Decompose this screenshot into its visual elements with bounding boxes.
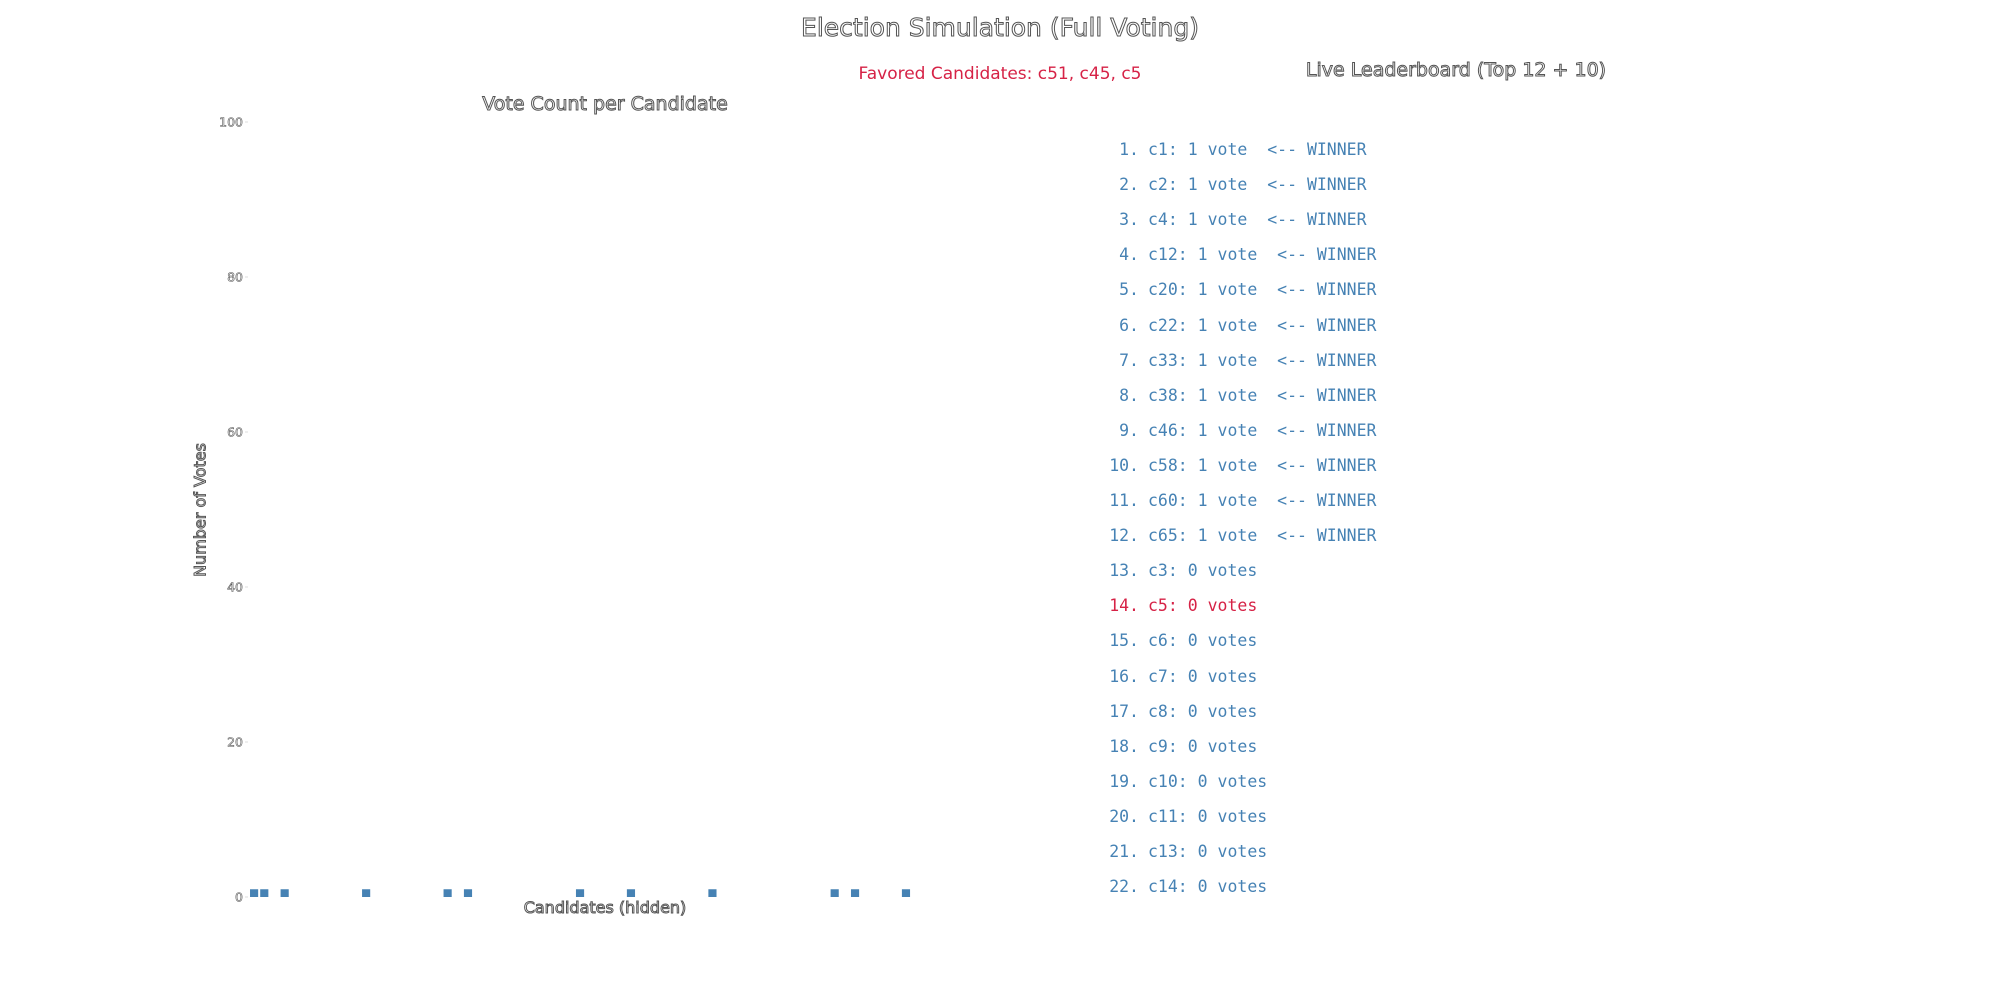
leaderboard-row: 2. c2: 1 vote <-- WINNER — [1090, 175, 1367, 195]
leaderboard-rank: 9. — [1119, 420, 1139, 440]
bar-c38 — [626, 889, 636, 897]
y-tick-label: 100 — [219, 115, 243, 130]
leaderboard-rank: 5. — [1119, 280, 1139, 300]
leaderboard-title: Live Leaderboard (Top 12 + 10) — [1305, 59, 1607, 82]
leaderboard-rank: 15. — [1109, 631, 1139, 651]
bar-c1 — [250, 889, 259, 897]
leaderboard-rank: 2. — [1119, 175, 1139, 195]
leaderboard-rank: 6. — [1119, 315, 1139, 335]
leaderboard-entry-text: c13: 0 votes — [1148, 842, 1268, 861]
leaderboard-entry-text: c38: 1 vote <-- WINNER — [1148, 385, 1377, 405]
leaderboard-row: 3. c4: 1 vote <-- WINNER — [1090, 210, 1367, 230]
y-tick-label: 80 — [227, 270, 243, 285]
leaderboard-entry-text: c46: 1 vote <-- WINNER — [1148, 420, 1377, 440]
leaderboard-row: 6. c22: 1 vote <-- WINNER — [1090, 316, 1376, 335]
leaderboard-row: 1. c1: 1 vote <-- WINNER — [1090, 140, 1367, 159]
leaderboard-row: 12. c65: 1 vote <-- WINNER — [1090, 526, 1376, 545]
leaderboard-row: 21. c13: 0 votes — [1090, 842, 1267, 861]
leaderboard-row: 11. c60: 1 vote <-- WINNER — [1090, 491, 1376, 510]
bar-c4 — [280, 889, 289, 897]
leaderboard-entry-text: c8: 0 votes — [1148, 701, 1258, 721]
leaderboard-rank: 21. — [1109, 842, 1139, 861]
leaderboard-entry-text: c12: 1 vote <-- WINNER — [1148, 245, 1377, 265]
leaderboard-entry-text: c11: 0 votes — [1148, 806, 1268, 826]
bar-c58 — [830, 889, 839, 897]
leaderboard-entry-text: c65: 1 vote <-- WINNER — [1148, 526, 1377, 546]
leaderboard-rank: 19. — [1109, 771, 1139, 791]
leaderboard-entry-text: c60: 1 vote <-- WINNER — [1148, 491, 1377, 510]
bar-c20 — [443, 889, 452, 897]
favored-candidates-text: Favored Candidates: c51, c45, c5 — [858, 64, 1142, 84]
bar-c65 — [901, 889, 911, 897]
leaderboard-row: 4. c12: 1 vote <-- WINNER — [1090, 245, 1376, 264]
y-tick-label: 20 — [227, 735, 243, 750]
leaderboard-entry-text: c4: 1 vote <-- WINNER — [1148, 210, 1367, 230]
leaderboard-row: 19. c10: 0 votes — [1090, 772, 1267, 791]
y-tick-label: 0 — [235, 890, 243, 905]
leaderboard-row: 22. c14: 0 votes — [1090, 877, 1267, 896]
leaderboard-entry-text: c22: 1 vote <-- WINNER — [1148, 315, 1377, 335]
leaderboard-row: 13. c3: 0 votes — [1090, 561, 1257, 580]
leaderboard-rank: 18. — [1109, 736, 1139, 756]
leaderboard-rank: 14. — [1109, 596, 1139, 616]
leaderboard-rank: 13. — [1109, 561, 1139, 581]
y-tick-label: 60 — [227, 425, 243, 440]
leaderboard-row: 7. c33: 1 vote <-- WINNER — [1090, 351, 1376, 370]
leaderboard-row: 20. c11: 0 votes — [1090, 807, 1267, 826]
leaderboard-rank: 12. — [1109, 526, 1139, 546]
leaderboard-row: 8. c38: 1 vote <-- WINNER — [1090, 386, 1376, 405]
bar-c2 — [260, 889, 269, 897]
leaderboard-rank: 22. — [1109, 877, 1139, 897]
leaderboard-entry-text: c14: 0 votes — [1148, 877, 1268, 897]
page-title: Election Simulation (Full Voting) — [801, 13, 1200, 43]
leaderboard-entry-text: c3: 0 votes — [1148, 561, 1258, 581]
bar-c33 — [575, 889, 585, 897]
leaderboard-entry-text: c33: 1 vote <-- WINNER — [1148, 350, 1377, 370]
bar-c12 — [362, 889, 371, 897]
leaderboard-rank: 7. — [1119, 350, 1139, 370]
leaderboard-rank: 1. — [1119, 140, 1139, 159]
leaderboard-row: 14. c5: 0 votes — [1090, 596, 1257, 615]
leaderboard-entry-text: c7: 0 votes — [1148, 666, 1258, 686]
chart-title: Vote Count per Candidate — [482, 93, 729, 116]
leaderboard-entry-text: c5: 0 votes — [1148, 596, 1258, 616]
leaderboard-row: 10. c58: 1 vote <-- WINNER — [1090, 456, 1376, 475]
leaderboard-rank: 20. — [1109, 806, 1139, 826]
leaderboard-row: 17. c8: 0 votes — [1090, 702, 1257, 721]
leaderboard-entry-text: c9: 0 votes — [1148, 736, 1258, 756]
leaderboard-entry-text: c58: 1 vote <-- WINNER — [1148, 455, 1377, 475]
leaderboard-row: 5. c20: 1 vote <-- WINNER — [1090, 280, 1376, 299]
leaderboard-rank: 10. — [1109, 455, 1139, 475]
leaderboard-entry-text: c1: 1 vote <-- WINNER — [1148, 140, 1367, 159]
leaderboard-row: 18. c9: 0 votes — [1090, 737, 1257, 756]
x-axis-label: Candidates (hidden) — [523, 898, 687, 918]
leaderboard-entry-text: c2: 1 vote <-- WINNER — [1148, 175, 1367, 195]
leaderboard-entry-text: c10: 0 votes — [1148, 771, 1268, 791]
leaderboard-row: 16. c7: 0 votes — [1090, 667, 1257, 686]
leaderboard-rank: 17. — [1109, 701, 1139, 721]
leaderboard-rank: 8. — [1119, 385, 1139, 405]
bar-c22 — [463, 889, 473, 897]
bar-c60 — [850, 889, 860, 897]
leaderboard-rank: 3. — [1119, 210, 1139, 230]
leaderboard-rank: 4. — [1119, 245, 1139, 265]
leaderboard-entry-text: c6: 0 votes — [1148, 631, 1258, 651]
bar-c46 — [708, 889, 717, 897]
leaderboard-rank: 16. — [1109, 666, 1139, 686]
y-tick-label: 40 — [227, 580, 243, 595]
leaderboard-entry-text: c20: 1 vote <-- WINNER — [1148, 280, 1377, 300]
leaderboard-rank: 11. — [1109, 491, 1139, 510]
leaderboard-row: 15. c6: 0 votes — [1090, 631, 1257, 650]
leaderboard-row: 9. c46: 1 vote <-- WINNER — [1090, 421, 1376, 440]
